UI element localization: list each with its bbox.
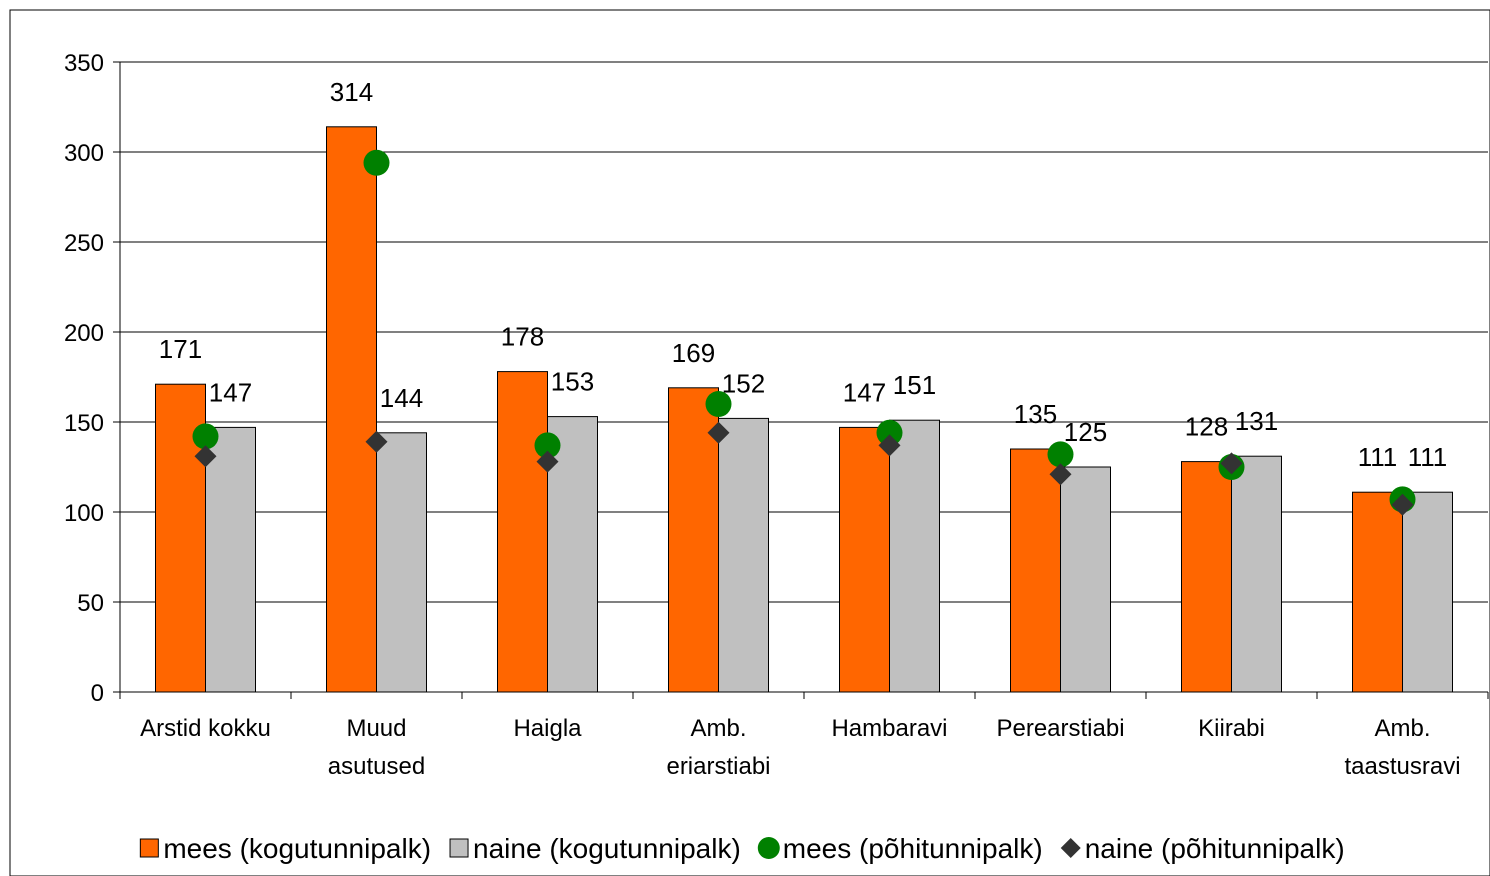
point: [1047, 441, 1074, 468]
x-tick-label: Arstid kokku: [140, 715, 271, 742]
data-label: 171: [159, 334, 202, 364]
x-tick-label: Amb. eriarstiabi: [666, 715, 770, 780]
bar: [718, 417, 769, 693]
y-tick-label: 300: [64, 140, 104, 167]
point: [707, 421, 730, 444]
data-label: 178: [501, 322, 544, 352]
point: [365, 430, 388, 453]
y-tick-label: 100: [64, 500, 104, 527]
data-label: 135: [1014, 399, 1057, 429]
point: [1391, 493, 1414, 516]
x-tick-label: Kiirabi: [1198, 715, 1265, 742]
x-tick-label: Hambaravi: [831, 715, 947, 742]
bar: [1402, 491, 1453, 693]
point: [1049, 463, 1072, 486]
bar: [839, 426, 890, 693]
bar: [1181, 461, 1232, 693]
bar: [376, 432, 427, 693]
point: [536, 450, 559, 473]
bar: [1060, 466, 1111, 693]
data-label: 128: [1185, 412, 1228, 442]
legend-marker: [139, 838, 159, 858]
point: [1220, 452, 1243, 475]
bar: [889, 419, 940, 693]
legend-label: mees (põhitunnipalk): [783, 833, 1043, 864]
x-tick-label: Haigla: [513, 715, 582, 742]
x-tick-label: Perearstiabi: [996, 715, 1124, 742]
x-tick-label: Muud asutused: [328, 715, 425, 780]
y-tick-label: 200: [64, 320, 104, 347]
bar: [1010, 448, 1061, 693]
data-label: 153: [551, 367, 594, 397]
data-label: 147: [209, 377, 252, 407]
bar: [668, 387, 719, 693]
y-tick-label: 250: [64, 230, 104, 257]
data-label: 152: [722, 368, 765, 398]
point: [705, 391, 732, 417]
point: [192, 423, 219, 450]
legend-marker: [757, 837, 780, 859]
x-tick-label: Amb. taastusravi: [1344, 715, 1460, 780]
y-tick-label: 0: [91, 680, 104, 707]
data-label: 314: [330, 77, 373, 107]
point: [878, 434, 901, 457]
data-label: 169: [672, 338, 715, 368]
point: [534, 432, 561, 459]
legend-marker: [1060, 838, 1081, 858]
bar: [326, 126, 377, 693]
data-label: 144: [380, 383, 423, 413]
data-label: 151: [893, 370, 936, 400]
y-tick-label: 150: [64, 410, 104, 437]
data-label: 125: [1064, 417, 1107, 447]
legend-label: naine (kogutunnipalk): [473, 833, 741, 864]
legend-label: naine (põhitunnipalk): [1085, 833, 1345, 864]
bar: [1352, 491, 1403, 693]
data-label: 111: [1358, 442, 1398, 472]
data-label: 111: [1408, 442, 1448, 472]
y-tick-label: 50: [77, 590, 104, 617]
bar: [1231, 455, 1282, 693]
y-tick-label: 350: [64, 50, 104, 77]
data-label: 147: [843, 377, 886, 407]
legend-label: mees (kogutunnipalk): [163, 833, 431, 864]
bar: [497, 371, 548, 693]
data-label: 131: [1235, 406, 1278, 436]
bar: [205, 426, 256, 693]
point: [363, 149, 390, 176]
bar: [547, 416, 598, 693]
point: [194, 445, 217, 468]
legend-marker: [449, 838, 469, 858]
point: [876, 419, 903, 446]
